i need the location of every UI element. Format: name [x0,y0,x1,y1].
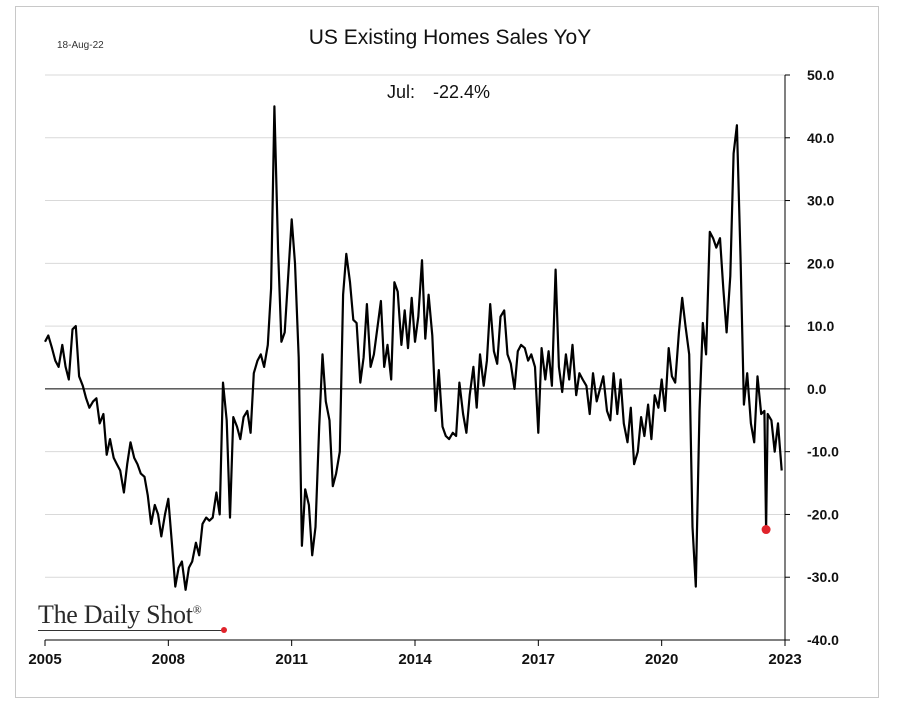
axes [45,75,786,641]
xtick-label: 2017 [522,651,555,668]
date-label: 18-Aug-22 [57,40,104,51]
logo-mark: ® [192,602,202,617]
ytick-label: 20.0 [807,255,834,271]
series-line [44,105,783,591]
latest-value-annotation: Jul: -22.4% [387,82,490,103]
latest-point-marker [761,525,771,535]
ytick-label: 10.0 [807,318,834,334]
ytick-label: 30.0 [807,193,834,209]
marker-layer [761,525,771,535]
xtick-label: 2023 [768,651,801,668]
y-tick-labels: 50.0 40.0 30.0 20.0 10.0 0.0 -10.0 -20.0 -30.0 -4… [785,67,839,648]
xtick-label: 2011 [275,651,308,668]
ytick-label: 0.0 [807,381,827,397]
chart-title: US Existing Homes Sales YoY [308,26,592,49]
ytick-label: -10.0 [807,444,839,460]
ytick-label: -30.0 [807,569,839,585]
ytick-label: -20.0 [807,506,839,522]
xtick-label: 2014 [398,651,432,668]
chart-frame [15,6,879,698]
xtick-label: 2005 [28,651,61,668]
xtick-label: 2008 [152,651,185,668]
logo-text: The Daily Shot [38,600,193,629]
ytick-label: 40.0 [807,130,834,146]
daily-shot-logo: The Daily Shot® [38,600,202,630]
logo-dot [221,627,227,633]
grid-lines [45,74,785,641]
annotation-value: -22.4% [433,82,491,102]
x-tick-labels: 2005 2008 2011 2014 2017 2020 2023 [28,640,802,668]
series-layer [44,105,783,591]
xtick-label: 2020 [645,651,678,668]
annotation-label: Jul: [387,82,416,102]
logo-underline [38,630,222,631]
ytick-label: 50.0 [807,67,834,83]
ytick-label: -40.0 [807,632,839,648]
